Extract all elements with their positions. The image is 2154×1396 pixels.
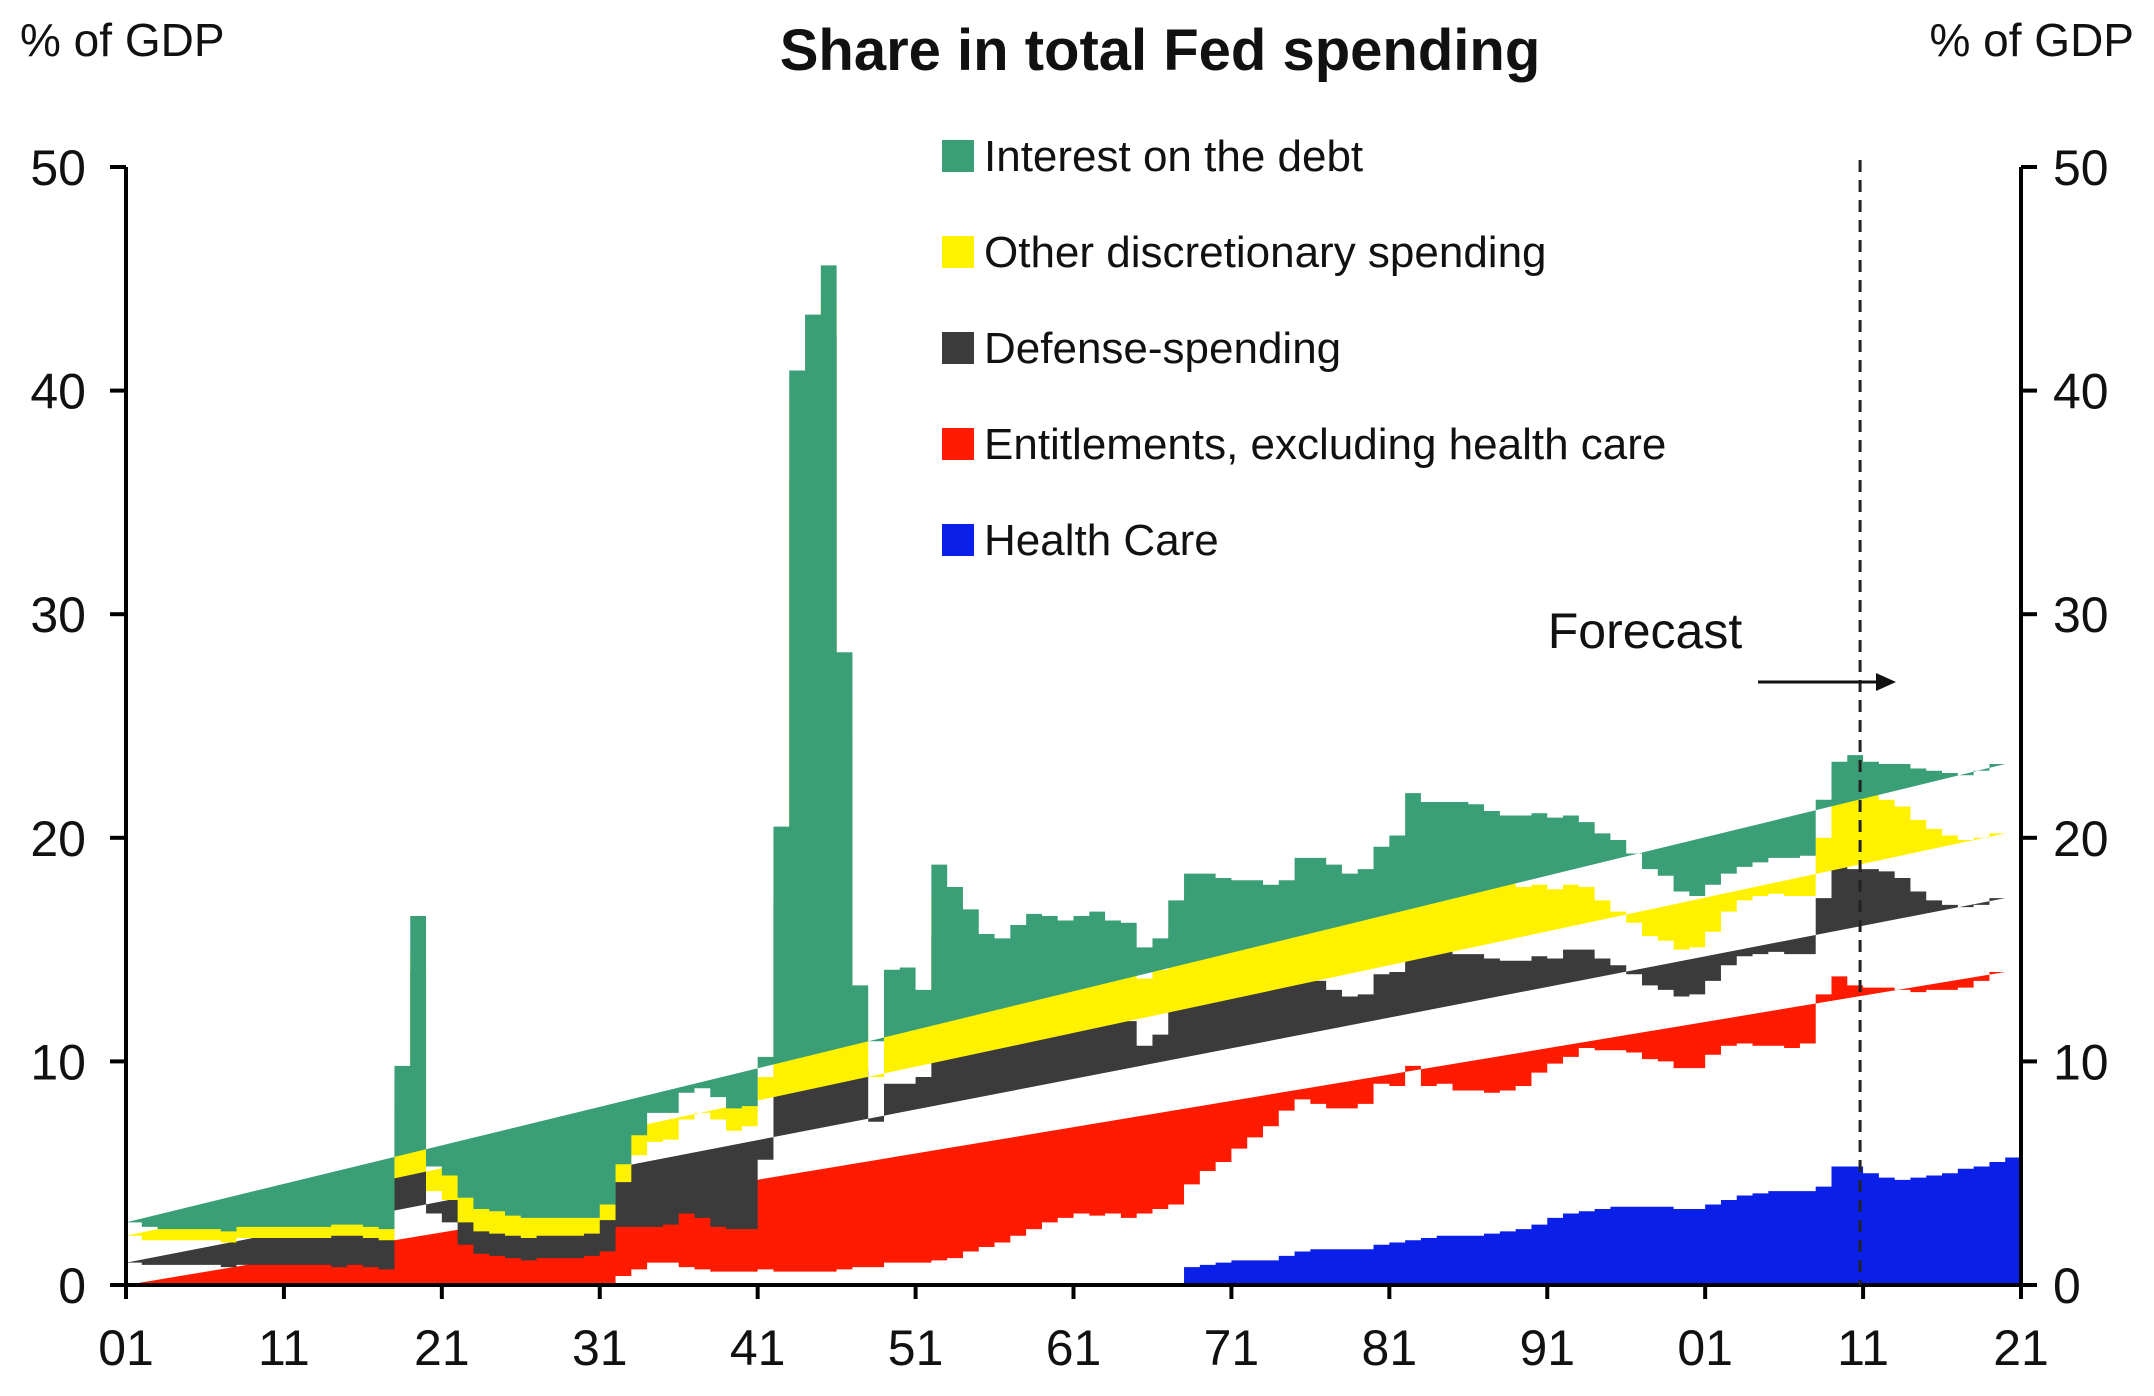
left-y-tick-label: 50 <box>30 140 86 196</box>
left-y-tick-label: 0 <box>58 1258 86 1314</box>
legend-swatch-other <box>942 236 974 268</box>
x-tick-label: 11 <box>1837 1320 1889 1376</box>
x-tick-label: 81 <box>1362 1320 1418 1376</box>
legend-label-health: Health Care <box>984 516 1219 565</box>
legend-label-defense: Defense-spending <box>984 324 1341 373</box>
right-y-tick-label: 0 <box>2053 1258 2081 1314</box>
right-y-tick-label: 20 <box>2053 811 2109 867</box>
forecast-arrow-head <box>1876 673 1896 691</box>
legend: Interest on the debt Other discretionary … <box>942 132 1666 565</box>
x-tick-label: 91 <box>1519 1320 1575 1376</box>
left-y-tick-label: 30 <box>30 587 86 643</box>
x-tick-label: 21 <box>1993 1320 2049 1376</box>
legend-swatch-health <box>942 524 974 556</box>
x-tick-label: 41 <box>730 1320 786 1376</box>
legend-label-entitlements: Entitlements, excluding health care <box>984 420 1666 469</box>
x-tick-label: 31 <box>572 1320 628 1376</box>
legend-swatch-defense <box>942 332 974 364</box>
right-y-tick-label: 50 <box>2053 140 2109 196</box>
area-health <box>126 1157 2021 1285</box>
legend-swatch-interest <box>942 140 974 172</box>
right-unit-label: % of GDP <box>1929 14 2134 66</box>
right-y-tick-label: 40 <box>2053 364 2109 420</box>
right-y-tick-label: 30 <box>2053 587 2109 643</box>
x-tick-label: 01 <box>1677 1320 1733 1376</box>
forecast-marker: Forecast <box>1548 160 1896 1285</box>
chart-title: Share in total Fed spending <box>780 18 1541 83</box>
x-tick-label: 11 <box>258 1320 310 1376</box>
legend-label-other: Other discretionary spending <box>984 228 1547 277</box>
x-tick-label: 21 <box>414 1320 470 1376</box>
x-tick-label: 71 <box>1204 1320 1260 1376</box>
x-tick-label: 01 <box>98 1320 154 1376</box>
x-tick-label: 51 <box>888 1320 944 1376</box>
right-y-tick-label: 10 <box>2053 1034 2109 1090</box>
forecast-label: Forecast <box>1548 603 1743 659</box>
left-y-tick-label: 40 <box>30 364 86 420</box>
x-tick-label: 61 <box>1046 1320 1102 1376</box>
left-unit-label: % of GDP <box>20 14 225 66</box>
legend-swatch-entitlements <box>942 428 974 460</box>
left-y-tick-label: 10 <box>30 1034 86 1090</box>
left-y-tick-label: 20 <box>30 811 86 867</box>
stacked-areas <box>126 265 2021 1285</box>
legend-label-interest: Interest on the debt <box>984 132 1363 181</box>
